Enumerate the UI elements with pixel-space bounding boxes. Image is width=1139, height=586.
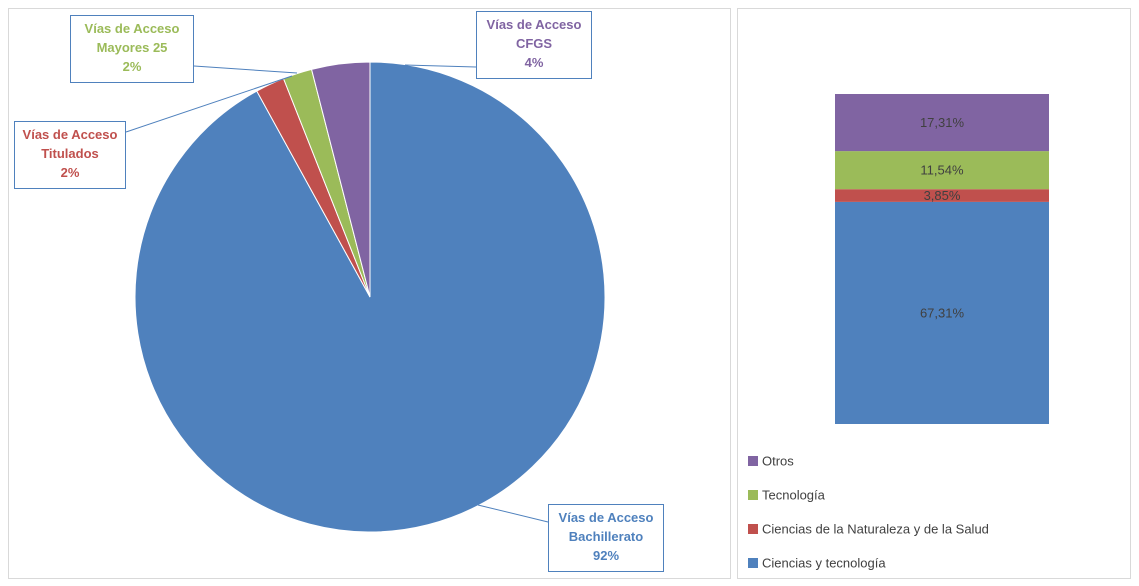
leader-line [125, 75, 293, 133]
leader-line [193, 65, 298, 74]
legend-swatch [748, 490, 758, 500]
data-label: 3,85% [924, 188, 961, 203]
legend-swatch [748, 558, 758, 568]
category-label: Vías de Acceso Mayores 25 [84, 21, 180, 55]
value-label: 2% [60, 165, 80, 180]
bar-segment [835, 189, 1049, 202]
category-label: Vías de Acceso CFGS [486, 17, 582, 51]
stacked-bar: 67,31% 3,85% 11,54% 17,31% Ciencias y tecnol… [748, 94, 1049, 570]
pie-slice [310, 61, 371, 298]
data-label: 67,31% [920, 305, 965, 320]
category-label: Vías de Acceso Titulados [22, 127, 118, 161]
bar-segment [835, 151, 1049, 190]
legend-label: Ciencias y tecnología [762, 555, 886, 570]
value-label: 4% [524, 55, 544, 70]
legend-swatch [748, 456, 758, 466]
value-label: 2% [122, 59, 142, 74]
value-label: 92% [592, 548, 620, 563]
data-label: Vías de Acceso CFGS 4% [476, 11, 592, 79]
pie [134, 61, 606, 533]
leader-line [404, 64, 477, 68]
data-label: Vías de Acceso Titulados 2% [14, 121, 126, 189]
legend-label: Otros [762, 453, 794, 468]
legend-label: Tecnología [762, 487, 826, 502]
data-label: Vías de Acceso Bachillerato 92% [548, 504, 664, 572]
bar-segment [835, 94, 1049, 152]
data-label: 17,31% [920, 115, 965, 130]
data-label: Vías de Acceso Mayores 25 2% [70, 15, 194, 83]
leader-lines [125, 64, 549, 523]
bar-segment [835, 201, 1049, 424]
category-label: Vías de Acceso Bachillerato [558, 510, 654, 544]
leader-line [477, 504, 549, 523]
legend-swatch [748, 524, 758, 534]
data-label: 11,54% [920, 163, 964, 178]
legend-label: Ciencias de la Naturaleza y de la Salud [762, 521, 989, 536]
